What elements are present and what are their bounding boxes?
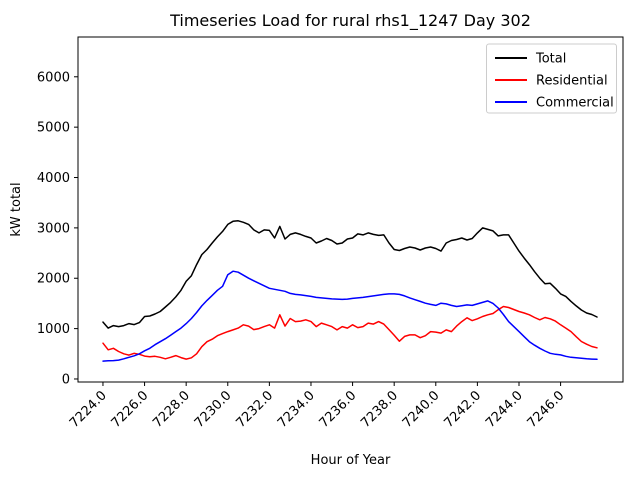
x-axis-label: Hour of Year	[311, 453, 391, 468]
y-axis-label: kW total	[9, 182, 24, 236]
series-line-total	[102, 220, 598, 329]
legend-label: Commercial	[536, 96, 614, 111]
legend-entry-residential: Residential	[495, 74, 608, 89]
series-line-commercial	[102, 270, 598, 362]
legend-entry-total: Total	[495, 52, 566, 67]
legend-entry-commercial: Commercial	[495, 96, 614, 111]
legend: Total Residential Commercial	[486, 43, 617, 114]
y-tick-label: 5000	[37, 121, 70, 136]
y-tick-label: 6000	[37, 70, 70, 85]
y-tick-label: 2000	[37, 272, 70, 287]
legend-label: Total	[535, 52, 566, 67]
legend-label: Residential	[536, 74, 608, 89]
chart-title: Timeseries Load for rural rhs1_1247 Day …	[169, 11, 531, 31]
legend-box	[486, 43, 617, 114]
y-tick-label: 0	[62, 372, 70, 387]
series-line-residential	[102, 305, 598, 360]
y-tick-label: 4000	[37, 171, 70, 186]
y-tick-label: 3000	[37, 221, 70, 236]
y-tick-label: 1000	[37, 322, 70, 337]
